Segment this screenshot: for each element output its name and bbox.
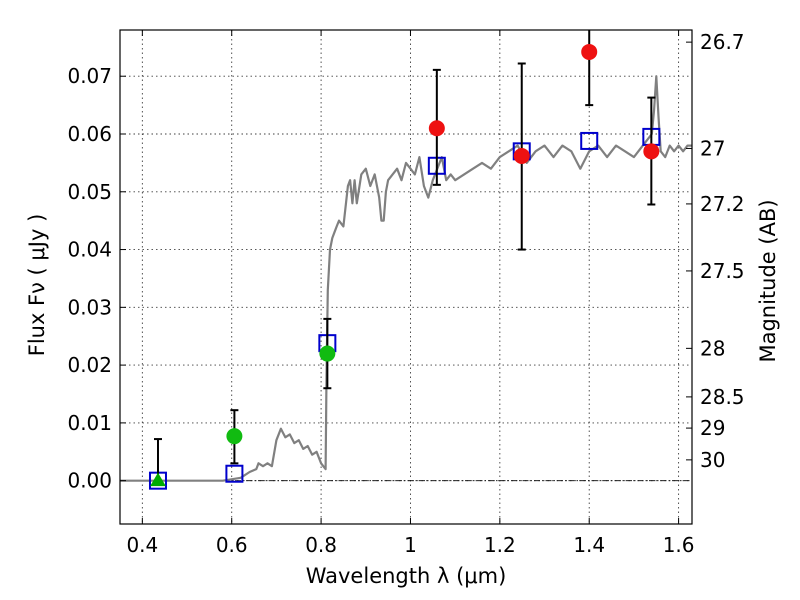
observed-point [428,120,445,137]
grid [120,30,692,524]
y-axis-label: Flux Fν ( μJy ) [25,214,49,357]
errorbar-layer [153,30,656,481]
mag-tick-label: 27.2 [700,192,745,216]
mag-tick-label: 29 [700,416,725,440]
observed-point-triangle [150,472,166,487]
model-bandpass-square [225,464,244,483]
y-tick-label: 0.02 [67,353,112,377]
observed-point [643,143,660,160]
observed-point [513,147,530,164]
axis-labels: Wavelength λ (μm) Flux Fν ( μJy ) Magnit… [25,199,780,588]
plot-frame [119,29,693,525]
y-tick-label: 0.06 [67,122,112,146]
x-tick-label: 1.6 [663,533,695,557]
mag-tick-label: 26.7 [700,30,745,54]
y-tick-label: 0.07 [67,64,112,88]
x-tick-label: 0.8 [305,533,337,557]
model-bandpass-layer [148,127,661,490]
mag-tick-label: 30 [700,448,725,472]
y2-axis-label: Magnitude (AB) [756,199,780,362]
y-tick-label: 0.00 [67,469,112,493]
mag-tick-label: 28 [700,336,725,360]
y-tick-label: 0.05 [67,180,112,204]
observed-point [226,428,243,445]
model-spectrum-layer [120,75,692,482]
y-tick-label: 0.04 [67,238,112,262]
x-tick-label: 1 [404,533,417,557]
mag-tick-label: 28.5 [700,385,745,409]
mag-tick-label: 27 [700,136,725,160]
y-tick-label: 0.01 [67,411,112,435]
observed-point [319,345,336,362]
y-tick-label: 0.03 [67,295,112,319]
x-tick-label: 1.4 [573,533,605,557]
ticks: 0.4 0.6 0.8 1 1.2 1.4 1.6 0.00 0.01 0.02 0.03 0.04 0… [67,30,745,557]
x-tick-label: 0.4 [126,533,158,557]
x-axis-label: Wavelength λ (μm) [306,564,507,588]
model-spectrum-line [120,75,692,482]
x-tick-label: 1.2 [484,533,516,557]
observed-point [581,43,598,60]
mag-tick-label: 27.5 [700,259,745,283]
model-bandpass-square [580,131,599,150]
observed-points-layer [150,43,660,487]
x-tick-label: 0.6 [216,533,248,557]
